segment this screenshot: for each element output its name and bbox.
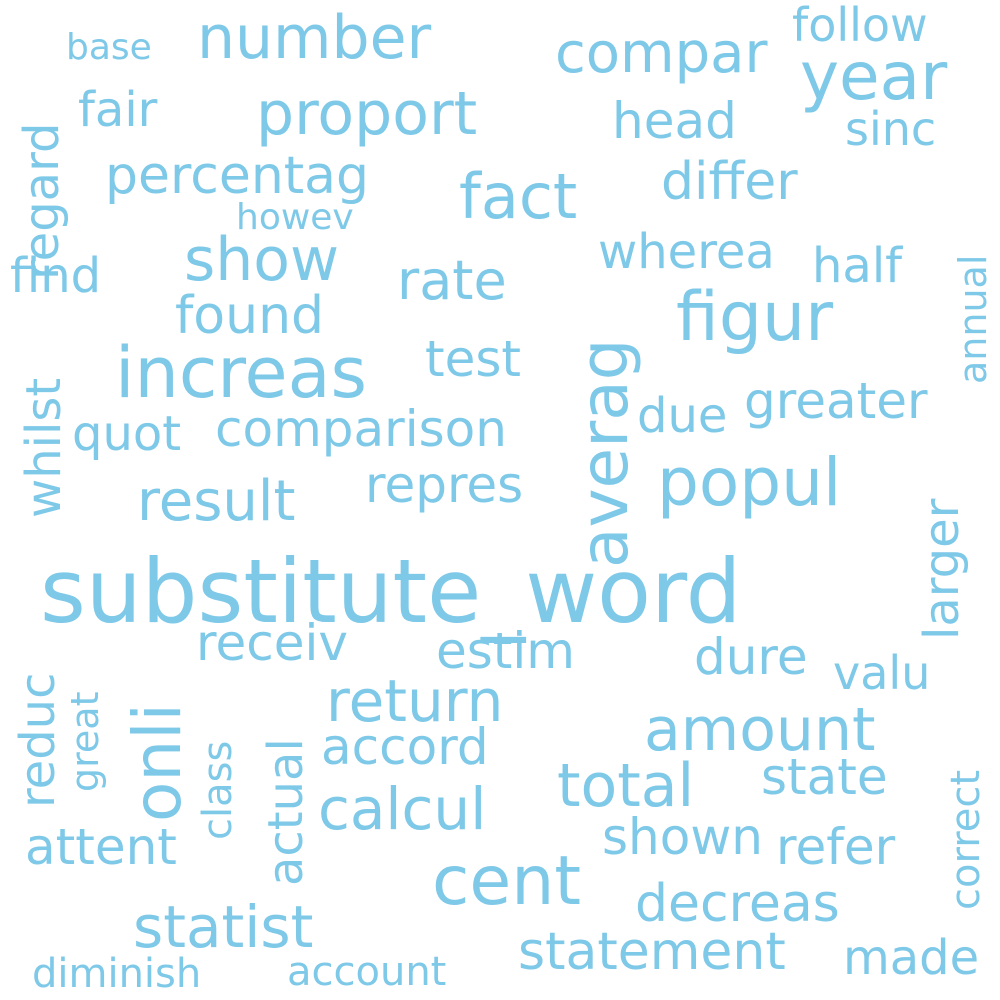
word-find: find bbox=[10, 248, 102, 304]
word-receiv: receiv bbox=[196, 614, 348, 672]
word-amount: amount bbox=[644, 695, 876, 765]
word-percentag: percentag bbox=[105, 146, 370, 206]
word-quot: quot bbox=[72, 406, 182, 462]
word-greater: greater bbox=[744, 372, 928, 430]
word-show: show bbox=[184, 225, 340, 295]
word-larger: larger bbox=[914, 498, 970, 640]
word-whilst: whilst bbox=[16, 377, 72, 518]
word-account: account bbox=[287, 949, 447, 995]
word-onli: onli bbox=[119, 703, 196, 822]
word-annual: annual bbox=[951, 254, 995, 384]
word-rate: rate bbox=[397, 249, 507, 312]
word-valu: valu bbox=[833, 646, 931, 700]
word-figur: figur bbox=[676, 278, 834, 357]
word-sinc: sinc bbox=[845, 102, 937, 156]
word-state: state bbox=[761, 748, 888, 806]
word-great: great bbox=[63, 691, 107, 792]
word-calcul: calcul bbox=[318, 775, 487, 843]
word-dure: dure bbox=[694, 628, 808, 686]
word-regard: regard bbox=[14, 122, 70, 280]
word-return: return bbox=[326, 667, 504, 735]
word-actual: actual bbox=[258, 738, 314, 886]
word-decreas: decreas bbox=[635, 874, 840, 934]
word-follow: follow bbox=[792, 0, 928, 52]
word-attent: attent bbox=[25, 818, 177, 876]
word-compar: compar bbox=[555, 21, 768, 86]
word-half: half bbox=[812, 238, 903, 294]
word-correct: correct bbox=[943, 769, 989, 910]
word-popul: popul bbox=[657, 444, 842, 521]
word-base: base bbox=[66, 27, 152, 68]
word-found: found bbox=[175, 286, 325, 346]
word-total: total bbox=[557, 751, 695, 821]
word-shown: shown bbox=[602, 808, 763, 866]
word-increas: increas bbox=[115, 332, 367, 414]
word-estim: estim bbox=[436, 622, 576, 680]
word-head: head bbox=[612, 92, 737, 150]
word-reduc: reduc bbox=[10, 672, 66, 809]
word-cent: cent bbox=[432, 842, 581, 921]
word-averag: averag bbox=[566, 338, 643, 568]
word-test: test bbox=[425, 330, 522, 388]
word-class: class bbox=[195, 740, 241, 840]
word-statement: statement bbox=[518, 922, 786, 982]
word-differ: differ bbox=[661, 152, 798, 212]
word-number: number bbox=[197, 3, 432, 73]
word-year: year bbox=[800, 38, 948, 115]
word-proport: proport bbox=[256, 79, 478, 149]
word-result: result bbox=[137, 469, 296, 534]
word-substitute-word: substitute_word bbox=[40, 540, 742, 643]
word-repres: repres bbox=[365, 456, 524, 514]
word-wherea: wherea bbox=[598, 224, 775, 280]
word-fact: fact bbox=[459, 160, 578, 233]
word-fair: fair bbox=[78, 82, 158, 138]
word-diminish: diminish bbox=[32, 951, 202, 997]
word-accord: accord bbox=[321, 718, 489, 776]
word-comparison: comparison bbox=[215, 400, 507, 458]
word-refer: refer bbox=[776, 818, 896, 876]
word-statist: statist bbox=[133, 893, 314, 961]
word-howev: howev bbox=[236, 197, 354, 238]
word-due: due bbox=[637, 388, 728, 444]
word-made: made bbox=[843, 930, 980, 986]
